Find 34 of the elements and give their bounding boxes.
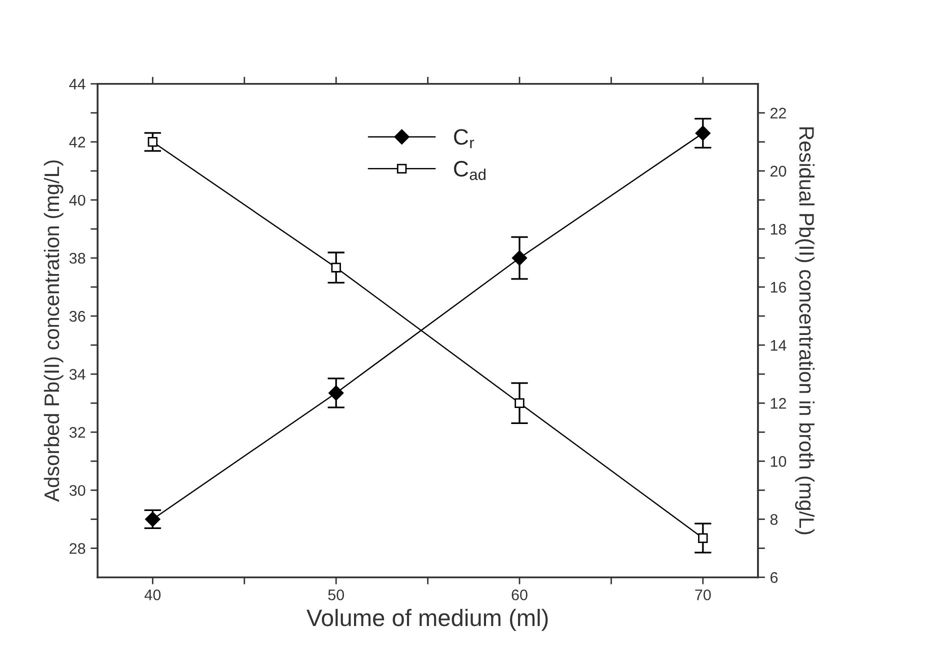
point [695, 126, 710, 141]
y-tick-label: 44 [69, 78, 86, 90]
y2-tick-label: 16 [770, 282, 786, 293]
y2-tick-label: 10 [770, 456, 786, 467]
x-axis-title: Volume of medium (ml) [306, 608, 548, 631]
y2-tick-label: 8 [770, 514, 778, 525]
y-tick-label: 38 [69, 252, 86, 264]
x-tick-label: 50 [328, 589, 344, 600]
y2-tick-label: 18 [770, 224, 786, 235]
y-tick-label: 40 [69, 194, 86, 206]
point [331, 262, 341, 272]
y2-tick-label: 6 [770, 572, 778, 583]
point [698, 533, 708, 543]
y2-tick-label: 12 [770, 398, 786, 409]
y2-tick-label: 20 [770, 166, 786, 177]
x-tick-label: 40 [144, 589, 161, 600]
y2-axis-title: Residual Pb(II) concentration in broth (mg/L) [795, 127, 815, 534]
point [512, 250, 528, 266]
y-tick-label: 28 [70, 543, 86, 554]
y2-tick-label: 14 [770, 340, 786, 351]
legend-label: C$_{r}$ [454, 129, 474, 148]
point [328, 385, 344, 401]
y-axis-title: Adsorbed Pb(II) concentration (mg/L) [44, 160, 64, 502]
point [514, 398, 524, 408]
point [148, 137, 158, 147]
legend-label: C$_{ad}$ [454, 160, 486, 180]
y-tick-label: 32 [69, 427, 86, 438]
x-tick-label: 70 [695, 589, 711, 600]
y2-tick-label: 22 [770, 108, 786, 118]
y-tick-label: 42 [69, 136, 86, 148]
y-tick-label: 30 [69, 485, 86, 496]
x-tick-label: 60 [512, 589, 528, 600]
y-tick-label: 34 [69, 368, 86, 380]
y-tick-label: 36 [69, 310, 86, 322]
